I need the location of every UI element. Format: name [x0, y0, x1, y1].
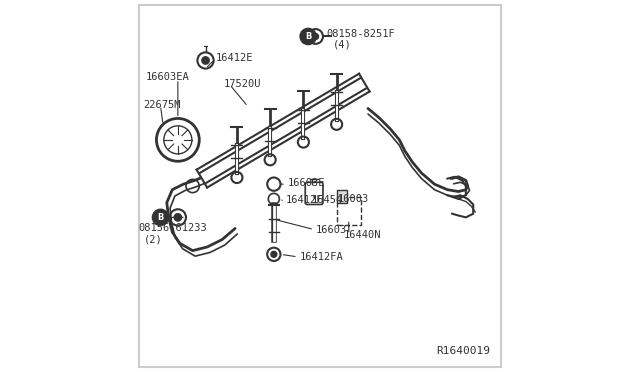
- Text: 16412E: 16412E: [216, 52, 253, 62]
- Text: B: B: [157, 213, 164, 222]
- Text: 16412FA: 16412FA: [300, 252, 344, 262]
- FancyBboxPatch shape: [305, 182, 323, 205]
- Text: (4): (4): [333, 40, 351, 50]
- Circle shape: [312, 33, 319, 39]
- Text: B: B: [305, 32, 312, 41]
- FancyBboxPatch shape: [337, 190, 347, 203]
- Text: 16603E: 16603E: [287, 178, 325, 188]
- Text: R1640019: R1640019: [436, 346, 490, 356]
- Circle shape: [300, 28, 316, 45]
- Text: 16003: 16003: [338, 194, 369, 204]
- Text: 22675M: 22675M: [143, 100, 181, 110]
- Circle shape: [202, 57, 209, 64]
- Text: 16603: 16603: [316, 225, 347, 235]
- Text: (2): (2): [143, 234, 163, 244]
- Text: 16454: 16454: [312, 195, 343, 205]
- Text: 16412F: 16412F: [286, 195, 324, 205]
- Text: 17520U: 17520U: [223, 80, 260, 89]
- Circle shape: [152, 209, 168, 225]
- Text: 08156-61233: 08156-61233: [138, 224, 207, 234]
- Circle shape: [271, 251, 277, 257]
- Text: 16440N: 16440N: [344, 230, 381, 240]
- Text: 16603EA: 16603EA: [146, 72, 189, 82]
- FancyBboxPatch shape: [337, 197, 360, 225]
- Text: 08158-8251F: 08158-8251F: [326, 29, 396, 39]
- Circle shape: [174, 214, 182, 221]
